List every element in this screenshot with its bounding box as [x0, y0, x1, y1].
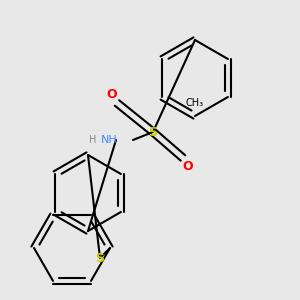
Text: S: S [95, 251, 104, 265]
Text: O: O [107, 88, 117, 101]
Text: O: O [183, 160, 193, 172]
Text: H: H [88, 135, 96, 145]
Text: S: S [148, 125, 158, 139]
Text: NH: NH [101, 135, 118, 145]
Text: CH₃: CH₃ [186, 98, 204, 108]
